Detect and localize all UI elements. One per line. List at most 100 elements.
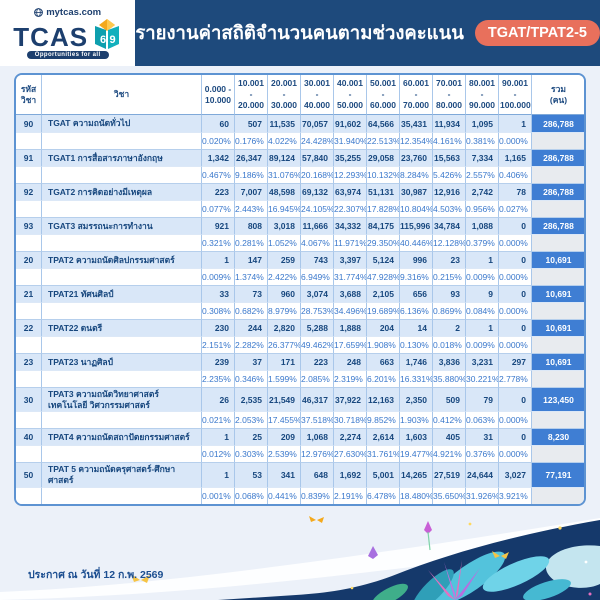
percent-value: 1.908% (367, 336, 400, 354)
percent-value: 2.422% (268, 268, 301, 286)
table-row-percents: 0.020% 0.176% 4.022% 24.428% 31.940% 22.513% 1… (16, 132, 584, 150)
percent-value: 22.513% (367, 132, 400, 150)
percent-value: 30.221% (466, 370, 499, 388)
percent-value: 10.132% (367, 166, 400, 184)
count-value: 12,163 (367, 387, 400, 412)
subject-code-empty (16, 411, 42, 429)
count-value: 239 (202, 353, 235, 371)
count-value: 46,317 (301, 387, 334, 412)
table-row-counts: 40 TPAT4 ความถนัดสถาปัตยกรรมศาสตร์ 1 25 209 1… (16, 428, 584, 446)
count-value: 25 (235, 428, 268, 446)
percent-value: 1.374% (235, 268, 268, 286)
percent-value: 0.406% (499, 166, 532, 184)
table-row-counts: 93 TGAT3 สมรรถนะการทำงาน 921 808 3,018 11,666… (16, 217, 584, 235)
percent-value: 0.000% (499, 268, 532, 286)
percent-value: 49.462% (301, 336, 334, 354)
percent-value: 8.979% (268, 302, 301, 320)
table-row-percents: 0.467% 9.186% 31.076% 20.168% 12.293% 10.132%… (16, 166, 584, 184)
svg-text:6: 6 (100, 34, 106, 46)
count-value: 2,742 (466, 183, 499, 201)
count-value: 34,784 (433, 217, 466, 235)
total-empty (532, 486, 584, 504)
percent-value: 0.027% (499, 200, 532, 218)
subject-name-empty (42, 234, 202, 252)
count-value: 5,001 (367, 462, 400, 487)
table-row-percents: 0.308% 0.682% 8.979% 28.753% 34.496% 19.689% 6… (16, 302, 584, 320)
count-value: 5,124 (367, 251, 400, 269)
count-value: 656 (400, 285, 433, 303)
total-value: 10,691 (532, 353, 584, 371)
count-value: 3,074 (301, 285, 334, 303)
total-value: 286,788 (532, 115, 584, 133)
count-value: 663 (367, 353, 400, 371)
leaf-icon (372, 551, 571, 600)
count-value: 0 (499, 428, 532, 446)
table-row-percents: 2.235% 0.346% 1.599% 2.085% 2.319% 6.201% 16.3… (16, 370, 584, 388)
subject-code-empty (16, 132, 42, 150)
count-value: 2,274 (334, 428, 367, 446)
table-row-counts: 50 TPAT 5 ความถนัดครุศาสตร์-ศึกษาศาสตร์ 1 5… (16, 462, 584, 487)
percent-value: 0.000% (499, 411, 532, 429)
count-value: 27,519 (433, 462, 466, 487)
count-value: 1 (202, 251, 235, 269)
percent-value: 0.021% (202, 411, 235, 429)
percent-value: 31.774% (334, 268, 367, 286)
percent-value: 26.377% (268, 336, 301, 354)
count-value: 171 (268, 353, 301, 371)
percent-value: 0.068% (235, 486, 268, 504)
col-header-subject: วิชา (42, 75, 202, 116)
subject-code-empty (16, 336, 42, 354)
count-value: 1,068 (301, 428, 334, 446)
percent-value: 5.426% (433, 166, 466, 184)
footer-illustration (0, 516, 600, 600)
count-value: 11,666 (301, 217, 334, 235)
percent-value: 4.022% (268, 132, 301, 150)
percent-value: 0.009% (466, 268, 499, 286)
percent-value: 0.018% (433, 336, 466, 354)
page-title: รายงานค่าสถิติจำนวนคนตามช่วงคะแนน (135, 21, 464, 43)
col-header-code: รหัส วิชา (16, 75, 42, 116)
count-value: 63,974 (334, 183, 367, 201)
percent-value: 0.000% (499, 336, 532, 354)
percent-value: 35.650% (433, 486, 466, 504)
subject-name: TGAT3 สมรรถนะการทำงาน (42, 217, 202, 235)
count-value: 3,018 (268, 217, 301, 235)
subject-code: 23 (16, 353, 42, 371)
table-row-counts: 23 TPAT23 นาฏศิลป์ 239 37 171 223 248 663 1,746 3… (16, 353, 584, 371)
table-row-percents: 0.321% 0.281% 1.052% 4.067% 11.971% 29.350% 40… (16, 234, 584, 252)
count-value: 2,820 (268, 319, 301, 337)
count-value: 9 (466, 285, 499, 303)
percent-value: 0.176% (235, 132, 268, 150)
title-bar: รายงานค่าสถิติจำนวนคนตามช่วงคะแนน TGAT/T… (135, 0, 600, 66)
percent-value: 1.599% (268, 370, 301, 388)
subject-name: TGAT ความถนัดทั่วไป (42, 115, 202, 133)
total-empty (532, 132, 584, 150)
percent-value: 17.659% (334, 336, 367, 354)
total-value: 286,788 (532, 183, 584, 201)
subject-name: TPAT4 ความถนัดสถาปัตยกรรมศาสตร์ (42, 428, 202, 446)
percent-value: 2.053% (235, 411, 268, 429)
announcement-date: ประกาศ ณ วันที่ 12 ก.พ. 2569 (28, 569, 164, 581)
table-row-counts: 20 TPAT2 ความถนัดศิลปกรรมศาสตร์ 1 147 259 743… (16, 251, 584, 269)
percent-value: 2.557% (466, 166, 499, 184)
svg-text:9: 9 (110, 34, 116, 46)
count-value: 3,836 (433, 353, 466, 371)
subject-name-empty (42, 302, 202, 320)
col-header-range: 20.001 - 30.000 (268, 75, 301, 116)
subject-code: 22 (16, 319, 42, 337)
col-header-range: 90.001 - 100.000 (499, 75, 532, 116)
count-value: 48,598 (268, 183, 301, 201)
mytcas-site-label: mytcas.com (46, 7, 102, 18)
col-header-range: 40.001 - 50.000 (334, 75, 367, 116)
count-value: 209 (268, 428, 301, 446)
flower-icon (368, 521, 480, 600)
percent-value: 4.161% (433, 132, 466, 150)
percent-value: 27.630% (334, 445, 367, 463)
percent-value: 2.539% (268, 445, 301, 463)
count-value: 996 (400, 251, 433, 269)
subject-code: 93 (16, 217, 42, 235)
percent-value: 0.308% (202, 302, 235, 320)
table-row-counts: 22 TPAT22 ดนตรี 230 244 2,820 5,288 1,888 204 14… (16, 319, 584, 337)
count-value: 7,007 (235, 183, 268, 201)
total-empty (532, 370, 584, 388)
